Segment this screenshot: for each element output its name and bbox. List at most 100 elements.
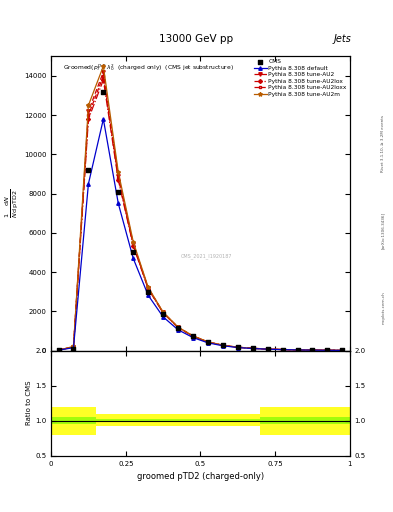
Line: Pythia 8.308 tune-AU2lox: Pythia 8.308 tune-AU2lox	[57, 78, 344, 352]
Pythia 8.308 tune-AU2loxx	[176, 325, 180, 331]
Pythia 8.308 default	[325, 347, 330, 353]
Pythia 8.308 tune-AU2	[71, 344, 76, 350]
Pythia 8.308 tune-AU2loxx	[146, 285, 151, 291]
Pythia 8.308 tune-AU2m	[280, 347, 285, 353]
CMS	[190, 332, 196, 340]
Text: Rivet 3.1.10, ≥ 3.2M events: Rivet 3.1.10, ≥ 3.2M events	[381, 115, 385, 172]
Pythia 8.308 tune-AU2lox	[131, 243, 136, 249]
Pythia 8.308 tune-AU2m	[250, 345, 255, 351]
Pythia 8.308 tune-AU2	[86, 108, 91, 114]
Pythia 8.308 tune-AU2m	[206, 339, 210, 345]
Pythia 8.308 tune-AU2m	[131, 239, 136, 245]
Pythia 8.308 tune-AU2	[340, 347, 345, 353]
Pythia 8.308 tune-AU2lox	[280, 347, 285, 353]
Pythia 8.308 tune-AU2m	[325, 347, 330, 353]
CMS	[279, 346, 286, 354]
Pythia 8.308 tune-AU2loxx	[250, 345, 255, 351]
Pythia 8.308 tune-AU2lox	[146, 286, 151, 292]
Y-axis label: Ratio to CMS: Ratio to CMS	[26, 381, 32, 425]
Pythia 8.308 tune-AU2loxx	[71, 344, 76, 350]
Pythia 8.308 tune-AU2m	[71, 344, 76, 350]
CMS	[85, 166, 92, 174]
Pythia 8.308 default	[146, 292, 151, 298]
Pythia 8.308 tune-AU2loxx	[131, 242, 136, 248]
Pythia 8.308 tune-AU2lox	[116, 177, 121, 183]
CMS	[235, 343, 241, 351]
Pythia 8.308 tune-AU2lox	[176, 325, 180, 331]
Pythia 8.308 tune-AU2m	[146, 284, 151, 290]
Pythia 8.308 tune-AU2lox	[206, 339, 210, 345]
Pythia 8.308 default	[191, 334, 195, 340]
Pythia 8.308 tune-AU2m	[220, 342, 225, 348]
Pythia 8.308 tune-AU2	[310, 347, 315, 353]
Pythia 8.308 tune-AU2lox	[56, 347, 61, 353]
Y-axis label: $\frac{1}{N}\frac{\mathrm{d}N}{\mathrm{d}\,\mathrm{pTD2}}$: $\frac{1}{N}\frac{\mathrm{d}N}{\mathrm{d…	[4, 188, 21, 218]
Pythia 8.308 tune-AU2lox	[86, 116, 91, 122]
Pythia 8.308 tune-AU2loxx	[310, 347, 315, 353]
Pythia 8.308 tune-AU2lox	[265, 346, 270, 352]
Pythia 8.308 tune-AU2	[235, 344, 240, 350]
Pythia 8.308 tune-AU2m	[161, 309, 165, 315]
Pythia 8.308 tune-AU2m	[340, 347, 345, 353]
Pythia 8.308 default	[265, 346, 270, 352]
CMS	[160, 310, 166, 318]
Pythia 8.308 default	[280, 347, 285, 353]
Pythia 8.308 tune-AU2m	[265, 346, 270, 352]
Pythia 8.308 default	[56, 347, 61, 353]
Pythia 8.308 tune-AU2	[295, 347, 300, 353]
Pythia 8.308 tune-AU2	[206, 339, 210, 345]
Pythia 8.308 tune-AU2	[146, 285, 151, 291]
Pythia 8.308 default	[235, 345, 240, 351]
Pythia 8.308 tune-AU2loxx	[191, 333, 195, 339]
CMS	[264, 345, 271, 353]
Pythia 8.308 tune-AU2lox	[310, 347, 315, 353]
Pythia 8.308 tune-AU2m	[191, 333, 195, 339]
Pythia 8.308 default	[131, 255, 136, 262]
Pythia 8.308 tune-AU2loxx	[206, 339, 210, 345]
CMS	[115, 187, 121, 196]
CMS	[130, 248, 136, 257]
Pythia 8.308 tune-AU2lox	[340, 347, 345, 353]
CMS	[145, 288, 151, 296]
Pythia 8.308 tune-AU2loxx	[56, 347, 61, 353]
Pythia 8.308 tune-AU2loxx	[101, 73, 106, 79]
Pythia 8.308 default	[340, 347, 345, 353]
Pythia 8.308 tune-AU2lox	[235, 344, 240, 350]
Line: Pythia 8.308 default: Pythia 8.308 default	[57, 117, 344, 352]
Pythia 8.308 default	[310, 347, 315, 353]
CMS	[205, 338, 211, 346]
Pythia 8.308 tune-AU2lox	[295, 347, 300, 353]
Pythia 8.308 tune-AU2m	[295, 347, 300, 353]
Pythia 8.308 tune-AU2loxx	[295, 347, 300, 353]
CMS	[220, 342, 226, 350]
Pythia 8.308 tune-AU2lox	[325, 347, 330, 353]
Line: Pythia 8.308 tune-AU2m: Pythia 8.308 tune-AU2m	[57, 64, 344, 352]
Text: Jets: Jets	[334, 33, 352, 44]
Pythia 8.308 default	[101, 116, 106, 122]
Text: Groomed$(p_T^D)^2\,\lambda_0^2$  (charged only)  (CMS jet substructure): Groomed$(p_T^D)^2\,\lambda_0^2$ (charged…	[63, 62, 234, 73]
Line: Pythia 8.308 tune-AU2: Pythia 8.308 tune-AU2	[57, 70, 344, 352]
Pythia 8.308 default	[71, 345, 76, 351]
Text: mcplots.cern.ch: mcplots.cern.ch	[381, 291, 385, 324]
Pythia 8.308 tune-AU2	[191, 333, 195, 339]
Text: 13000 GeV pp: 13000 GeV pp	[160, 33, 233, 44]
Pythia 8.308 tune-AU2	[56, 347, 61, 353]
Pythia 8.308 tune-AU2m	[56, 347, 61, 353]
Pythia 8.308 tune-AU2loxx	[161, 310, 165, 316]
Line: Pythia 8.308 tune-AU2loxx: Pythia 8.308 tune-AU2loxx	[57, 75, 344, 352]
Pythia 8.308 tune-AU2	[280, 347, 285, 353]
Pythia 8.308 tune-AU2	[325, 347, 330, 353]
Pythia 8.308 tune-AU2	[131, 241, 136, 247]
Pythia 8.308 tune-AU2loxx	[116, 175, 121, 181]
X-axis label: groomed pTD2 (charged-only): groomed pTD2 (charged-only)	[137, 472, 264, 481]
Pythia 8.308 tune-AU2loxx	[325, 347, 330, 353]
Pythia 8.308 tune-AU2lox	[101, 77, 106, 83]
Pythia 8.308 tune-AU2m	[176, 324, 180, 330]
CMS	[55, 346, 62, 354]
Pythia 8.308 tune-AU2	[101, 69, 106, 75]
Pythia 8.308 tune-AU2loxx	[220, 342, 225, 348]
Pythia 8.308 default	[161, 314, 165, 320]
Pythia 8.308 tune-AU2loxx	[280, 347, 285, 353]
Pythia 8.308 tune-AU2loxx	[86, 112, 91, 118]
Pythia 8.308 tune-AU2loxx	[235, 344, 240, 350]
